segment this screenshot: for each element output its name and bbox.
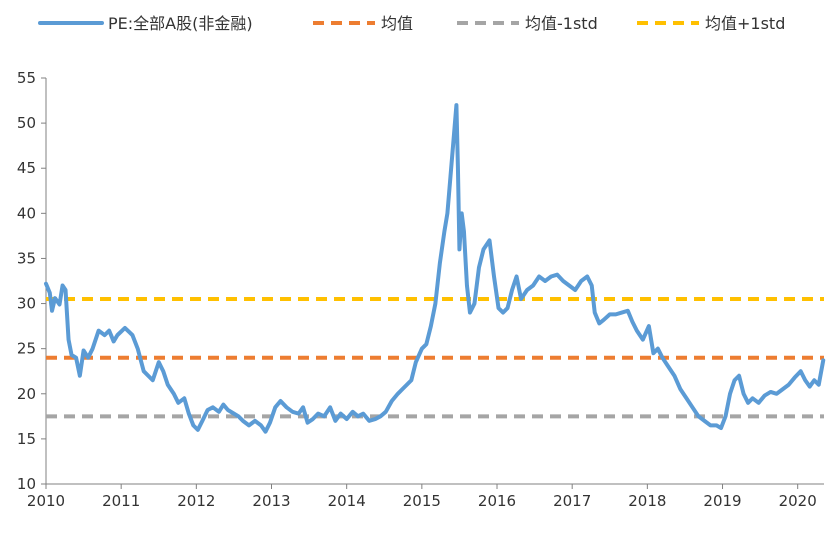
y-tick-label: 20 <box>17 385 36 403</box>
x-tick-label: 2019 <box>703 492 741 510</box>
y-tick-label: 55 <box>17 69 36 87</box>
legend-item: 均值 <box>313 14 413 33</box>
legend: PE:全部A股(非金融) 均值 均值-1std 均值+1std <box>38 14 785 33</box>
y-tick-label: 40 <box>17 204 36 222</box>
y-tick-label: 50 <box>17 114 36 132</box>
x-tick-label: 2017 <box>553 492 591 510</box>
x-tick-label: 2014 <box>328 492 366 510</box>
x-tick-label: 2013 <box>252 492 290 510</box>
x-tick-label: 2010 <box>27 492 65 510</box>
y-tick-label: 10 <box>17 475 36 493</box>
x-tick-label: 2015 <box>403 492 441 510</box>
x-axis-ticks: 2010 2011 2012 2013 2014 2015 2016 2017 2018 2019… <box>27 484 817 510</box>
legend-label: PE:全部A股(非金融) <box>108 14 253 33</box>
legend-item: PE:全部A股(非金融) <box>38 14 253 33</box>
x-tick-label: 2016 <box>478 492 516 510</box>
y-axis-ticks: 10 15 20 25 30 35 40 45 50 55 <box>17 69 46 493</box>
legend-label: 均值+1std <box>705 14 785 33</box>
x-tick-label: 2011 <box>102 492 140 510</box>
y-tick-label: 25 <box>17 340 36 358</box>
x-tick-label: 2018 <box>628 492 666 510</box>
y-tick-label: 45 <box>17 159 36 177</box>
reference-lines <box>46 297 824 419</box>
legend-label: 均值-1std <box>525 14 598 33</box>
y-tick-label: 15 <box>17 430 36 448</box>
legend-item: 均值-1std <box>457 14 598 33</box>
legend-item: 均值+1std <box>637 14 785 33</box>
pe-series-line <box>44 103 826 434</box>
y-tick-label: 35 <box>17 249 36 267</box>
y-tick-label: 30 <box>17 295 36 313</box>
legend-label: 均值 <box>381 14 413 33</box>
x-tick-label: 2020 <box>779 492 817 510</box>
pe-series-group <box>44 103 826 434</box>
x-tick-label: 2012 <box>177 492 215 510</box>
